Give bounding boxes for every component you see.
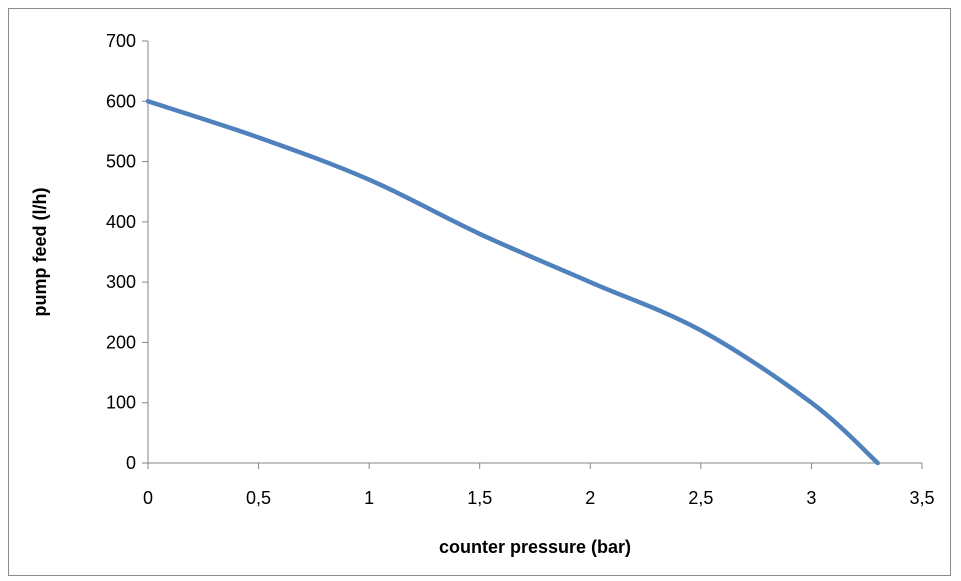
- x-tick-label: 2,5: [688, 488, 713, 508]
- x-tick-label: 2: [585, 488, 595, 508]
- x-tick-label: 3,5: [909, 488, 934, 508]
- x-axis-title: counter pressure (bar): [439, 537, 631, 557]
- y-tick-label: 600: [106, 91, 136, 111]
- y-tick-label: 0: [126, 453, 136, 473]
- axes: 0 100 200 300 400 500 600 700 0 0,5 1 1,5 2 2,5 3 3,5: [106, 31, 935, 508]
- y-tick-label: 200: [106, 332, 136, 352]
- y-tick-label: 100: [106, 393, 136, 413]
- x-tick-label: 1,5: [467, 488, 492, 508]
- y-tick-label: 400: [106, 212, 136, 232]
- y-tick-label: 300: [106, 272, 136, 292]
- x-tick-label: 3: [806, 488, 816, 508]
- series-line: [148, 101, 878, 463]
- plot-area: [148, 101, 878, 463]
- y-axis-title: pump feed (l/h): [30, 188, 50, 317]
- y-tick-label: 700: [106, 31, 136, 51]
- x-tick-label: 0: [143, 488, 153, 508]
- x-tick-label: 1: [364, 488, 374, 508]
- x-tick-label: 0,5: [246, 488, 271, 508]
- y-tick-label: 500: [106, 152, 136, 172]
